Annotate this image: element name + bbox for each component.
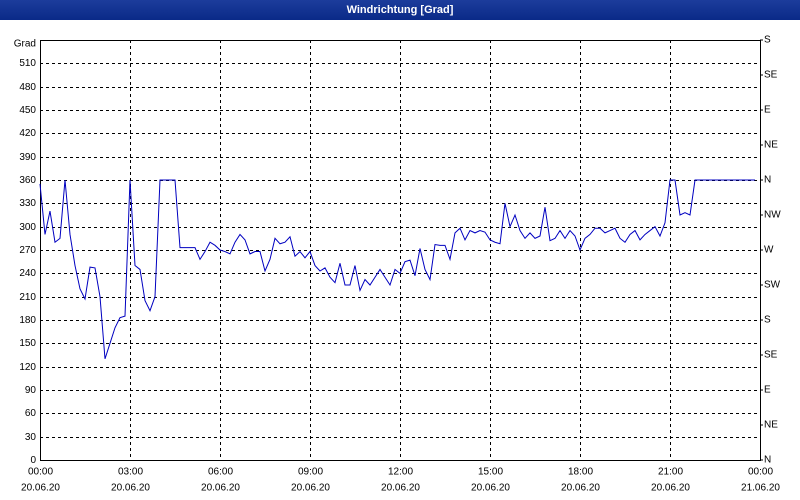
y-tick-label: 120 (19, 362, 36, 373)
x-tick-label: 15:00 (478, 467, 503, 478)
y-tick-label: 390 (19, 152, 36, 163)
y2-tick-label: W (764, 245, 774, 256)
x-tick-label: 00:00 (748, 467, 773, 478)
x-tick-label: 06:00 (208, 467, 233, 478)
y2-tick-label: NE (764, 140, 778, 151)
data-line (39, 179, 755, 360)
x-tick-date: 20.06.20 (21, 483, 60, 494)
x-tick-date: 20.06.20 (651, 483, 690, 494)
x-tick-date: 20.06.20 (111, 483, 150, 494)
y-tick-label: 480 (19, 82, 36, 93)
y-tick-label: 0 (30, 455, 36, 466)
y2-tick-label: SE (764, 70, 778, 81)
x-tick-date: 20.06.20 (201, 483, 240, 494)
y-tick-label: 270 (19, 245, 36, 256)
x-tick-label: 18:00 (568, 467, 593, 478)
plot-frame (40, 40, 761, 461)
y-tick-label: 240 (19, 268, 36, 279)
y-tick-label: 450 (19, 105, 36, 116)
x-tick-label: 21:00 (658, 467, 683, 478)
x-tick-date: 20.06.20 (381, 483, 420, 494)
y2-tick-label: NW (764, 210, 781, 221)
y2-tick-label: N (764, 175, 771, 186)
y-tick-label: 510 (19, 58, 36, 69)
y2-tick-label: S (764, 35, 771, 46)
x-tick-label: 09:00 (298, 467, 323, 478)
y-tick-label: 150 (19, 338, 36, 349)
y2-tick-label: S (764, 315, 771, 326)
y2-tick-label: SE (764, 350, 778, 361)
x-tick-date: 21.06.20 (741, 483, 780, 494)
x-tick-date: 20.06.20 (291, 483, 330, 494)
y-tick-label: 90 (25, 385, 37, 396)
y-tick-label: 60 (25, 408, 37, 419)
y2-tick-label: NE (764, 420, 778, 431)
y-tick-label: 180 (19, 315, 36, 326)
y2-tick-label: E (764, 385, 771, 396)
y-tick-label: 30 (25, 432, 37, 443)
x-tick-label: 00:00 (28, 467, 53, 478)
y-tick-label: 420 (19, 128, 36, 139)
chart: 0 30 60 90 120 150 180 210 240 270 300 330 360 390 420… (14, 35, 781, 494)
y-tick-label: 210 (19, 292, 36, 303)
y-tick-label: 360 (19, 175, 36, 186)
y2-tick-label: N (764, 455, 771, 466)
x-tick-label: 03:00 (118, 467, 143, 478)
x-tick-date: 20.06.20 (471, 483, 510, 494)
x-tick-date: 20.06.20 (561, 483, 600, 494)
y-tick-label: 300 (19, 222, 36, 233)
y2-tick-label: SW (764, 280, 781, 291)
y-tick-label: 330 (19, 198, 36, 209)
x-tick-label: 12:00 (388, 467, 413, 478)
y2-tick-label: E (764, 105, 771, 116)
y-axis-label: Grad (14, 39, 36, 50)
window-title: Windrichtung [Grad] (0, 0, 800, 20)
